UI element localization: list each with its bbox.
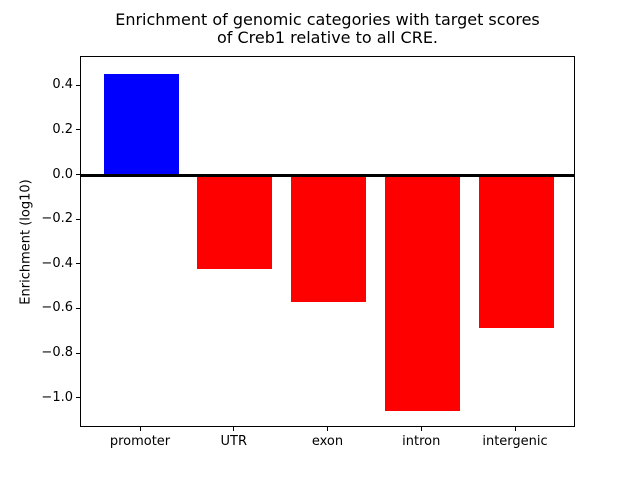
chart-title-line2: of Creb1 relative to all CRE.: [216, 28, 439, 47]
y-tick-label: 0.0: [52, 166, 73, 182]
y-tick-mark: [76, 84, 80, 86]
x-tick-mark: [327, 427, 328, 431]
bar-intergenic: [478, 175, 554, 328]
x-tick-mark: [514, 427, 516, 431]
x-tick-label-exon: exon: [311, 434, 344, 449]
x-tick-mark: [139, 427, 141, 431]
y-tick-label: −1.0: [41, 389, 73, 405]
x-tick-label-promoter: promoter: [109, 434, 171, 449]
chart-title-line1: Enrichment of genomic categories with ta…: [115, 10, 540, 29]
y-tick-label: −0.6: [41, 300, 73, 316]
bar-promoter: [103, 73, 179, 176]
y-tick-mark: [76, 307, 80, 309]
y-tick-mark: [76, 174, 80, 176]
bar-UTR: [197, 175, 273, 270]
y-tick-label: 0.4: [52, 77, 73, 93]
y-tick-mark: [76, 352, 80, 354]
chart-title: Enrichment of genomic categories with ta…: [80, 11, 575, 47]
y-tick-label: −0.8: [41, 345, 73, 361]
y-tick-label: −0.4: [41, 255, 73, 271]
x-tick-label-intron: intron: [402, 434, 441, 449]
y-tick-mark: [76, 397, 80, 399]
y-axis-label: Enrichment (log10): [18, 179, 34, 305]
zero-line: [81, 174, 574, 177]
plot-area: [80, 56, 575, 427]
y-tick-mark: [76, 263, 80, 265]
bar-exon: [291, 175, 366, 302]
y-tick-mark: [76, 218, 80, 220]
y-tick-mark: [76, 129, 80, 131]
y-tick-label: 0.2: [52, 121, 73, 137]
x-tick-mark: [420, 427, 422, 431]
x-tick-mark: [233, 427, 235, 431]
x-tick-label-UTR: UTR: [220, 434, 248, 449]
bar-intron: [384, 175, 460, 412]
y-tick-label: −0.2: [41, 211, 73, 227]
x-tick-label-intergenic: intergenic: [482, 434, 548, 449]
